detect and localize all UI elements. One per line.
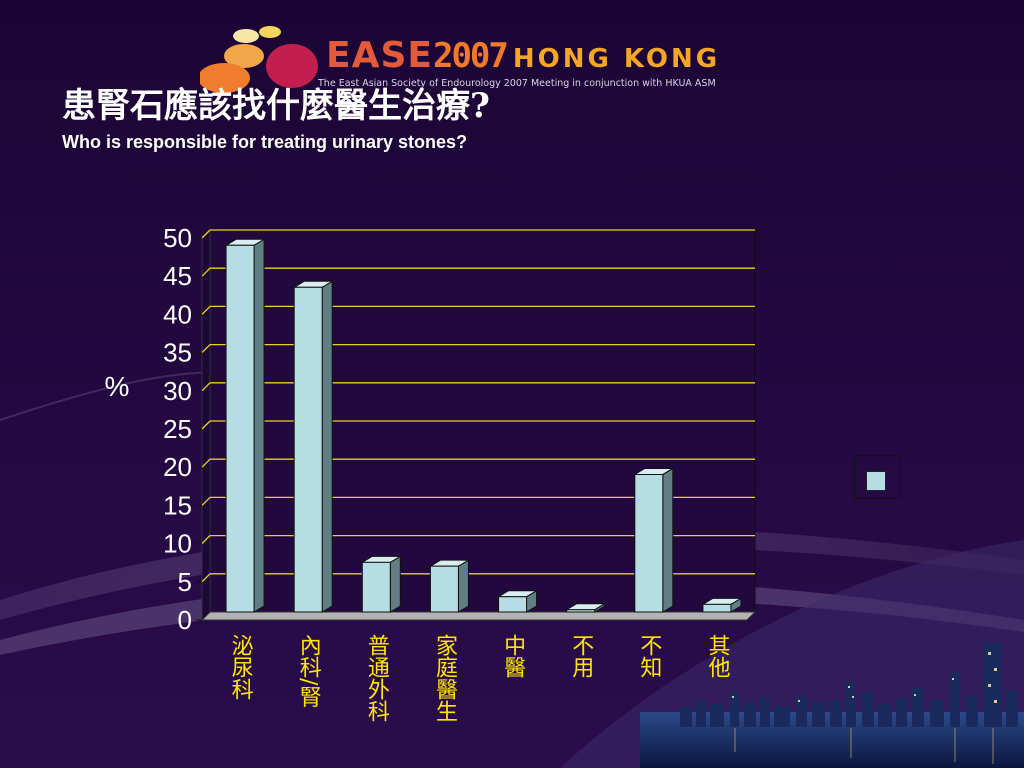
gridline-side: [201, 267, 211, 277]
city-skyline-image: [640, 642, 1024, 768]
gridline-side: [201, 496, 211, 506]
gridline-side: [201, 229, 211, 239]
logo-name: EASE: [326, 35, 433, 76]
x-category-label: 家庭醫生: [432, 634, 458, 722]
logo-dots-icon: [200, 26, 318, 93]
y-tick-label: 10: [163, 529, 192, 559]
bar-front: [361, 561, 391, 613]
bar-side: [321, 280, 333, 613]
bar: [224, 238, 266, 613]
bar-front: [702, 603, 732, 613]
x-category-label: 其他: [704, 634, 730, 678]
bar-front: [566, 609, 596, 613]
x-axis-categories: 泌尿科 內科/腎 普通外科 家庭醫生 中醫 不用 不知 其他: [228, 634, 731, 722]
y-axis-ticks: 0 5 10 15 20 25 30 35 40 45 50: [163, 223, 202, 635]
legend-swatch: [866, 471, 886, 491]
bar: [292, 280, 334, 613]
y-tick-label: 5: [178, 567, 192, 597]
x-category-label: 普通外科: [364, 634, 390, 722]
gridline-side: [201, 344, 211, 354]
x-category-label: 中醫: [500, 634, 526, 678]
bar: [564, 602, 607, 613]
x-category-label: 泌尿科: [228, 634, 254, 700]
y-tick-label: 15: [163, 490, 192, 520]
slide-title-english: Who is responsible for treating urinary …: [62, 132, 468, 152]
gridline-side: [201, 458, 211, 468]
gridline-side: [201, 305, 211, 315]
gridline-side: [201, 420, 211, 430]
gridline-side: [201, 382, 211, 392]
y-tick-label: 30: [163, 376, 192, 406]
x-category-label: 內科/腎: [296, 634, 322, 708]
slide-title-chinese: 患腎石應該找什麼醫生治療?: [62, 86, 490, 126]
x-category-label: 不用: [568, 634, 594, 678]
bar: [701, 597, 743, 613]
conference-logo: EASE2007 HONG KONG The East Asian Society…: [200, 22, 760, 94]
y-tick-label: 0: [178, 605, 192, 635]
bar: [633, 467, 675, 613]
logo-subtitle: The East Asian Society of Endourology 20…: [318, 78, 716, 89]
bar-side: [253, 238, 265, 613]
bar-side: [389, 555, 401, 613]
bar-front: [498, 596, 528, 613]
bar: [496, 589, 539, 613]
y-tick-label: 25: [163, 414, 192, 444]
logo-city: HONG KONG: [512, 44, 721, 74]
logo-year: 2007: [432, 36, 509, 76]
bar: [428, 559, 471, 613]
y-tick-label: 35: [163, 338, 192, 368]
chart-bars: [224, 238, 743, 613]
chart-legend: [854, 455, 900, 499]
bar-front: [225, 244, 255, 613]
bar-front: [429, 565, 459, 613]
y-tick-label: 40: [163, 299, 192, 329]
bar-front: [293, 286, 323, 613]
chart-floor: [200, 611, 757, 621]
bar-side: [457, 559, 469, 613]
bar-side: [662, 467, 674, 613]
y-tick-label: 45: [163, 261, 192, 291]
y-axis-label: %: [105, 371, 130, 402]
y-tick-label: 50: [163, 223, 192, 253]
y-tick-label: 20: [163, 452, 192, 482]
bar-front: [634, 473, 664, 613]
x-category-label: 不知: [636, 634, 662, 678]
gridline-side: [201, 535, 211, 545]
gridline-side: [201, 573, 211, 583]
bar: [360, 555, 403, 613]
